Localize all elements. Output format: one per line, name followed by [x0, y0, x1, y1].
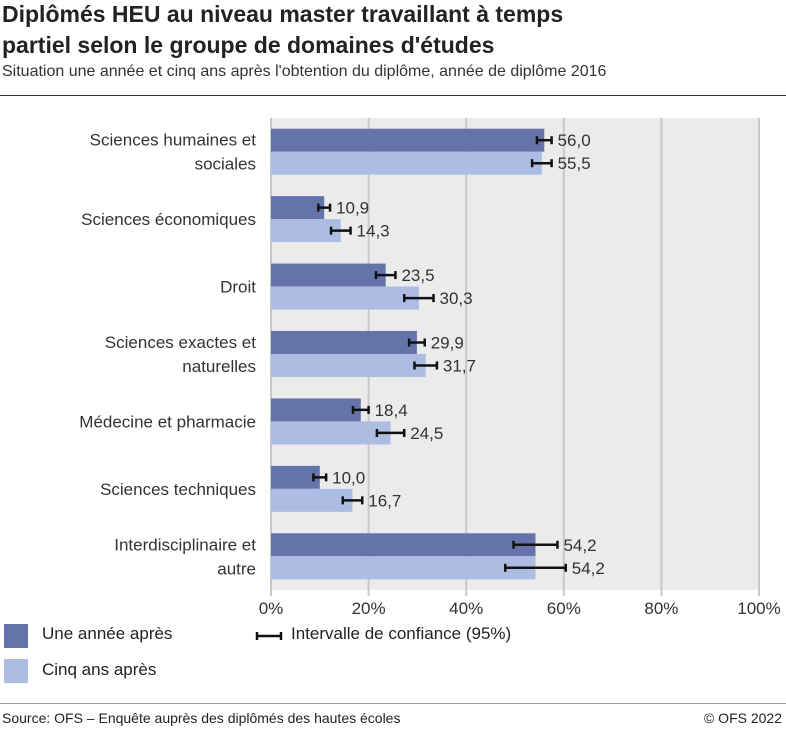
bar-chart: 0% 20% 40% 60% 80% 100% Sciences humaines et so… — [4, 118, 781, 683]
bar — [271, 354, 426, 377]
category-label: Sciences humaines et — [90, 131, 257, 150]
value-label: 10,0 — [332, 468, 365, 487]
x-tick-label: 100% — [737, 599, 780, 618]
bar — [271, 286, 419, 310]
legend-swatch-one-year — [4, 624, 28, 648]
bar — [271, 219, 341, 243]
bar — [271, 465, 320, 489]
value-label: 30,3 — [440, 289, 473, 308]
chart-title-line1: Diplômés HEU au niveau master travaillan… — [2, 1, 564, 27]
category-label: Sciences exactes et — [105, 333, 256, 352]
category-label: Interdisciplinaire et — [114, 535, 256, 554]
legend-label-five-years: Cinq ans après — [42, 660, 157, 679]
bottom-rule — [0, 703, 786, 704]
bar — [271, 556, 536, 580]
bar — [271, 151, 542, 175]
value-label: 10,9 — [336, 199, 369, 218]
value-label: 54,2 — [563, 536, 596, 555]
value-label: 23,5 — [401, 266, 434, 285]
bar — [271, 488, 353, 512]
bar — [271, 196, 325, 220]
x-tick-label: 0% — [259, 599, 284, 618]
x-tick-label: 40% — [449, 599, 483, 618]
bar — [271, 421, 391, 445]
x-tick-label: 60% — [547, 599, 581, 618]
category-label: Sciences économiques — [81, 210, 256, 229]
value-label: 56,0 — [558, 131, 591, 150]
value-label: 18,4 — [375, 401, 408, 420]
category-label: sociales — [195, 155, 256, 174]
bar — [271, 398, 361, 422]
legend-swatch-five-years — [4, 659, 28, 683]
legend-label-one-year: Une année après — [42, 624, 173, 643]
value-label: 55,5 — [558, 154, 591, 173]
bar — [271, 263, 386, 287]
value-label: 24,5 — [410, 424, 443, 443]
category-label: autre — [217, 559, 256, 578]
value-label: 54,2 — [572, 559, 605, 578]
bar — [271, 533, 536, 557]
x-tick-label: 80% — [644, 599, 678, 618]
value-label: 14,3 — [357, 222, 390, 241]
x-tick-label: 20% — [352, 599, 386, 618]
chart-subtitle: Situation une année et cinq ans après l'… — [2, 63, 607, 80]
category-label: Sciences techniques — [100, 480, 256, 499]
category-label: naturelles — [182, 357, 256, 376]
top-rule — [0, 95, 786, 96]
category-label: Droit — [220, 278, 256, 297]
bar — [271, 128, 545, 152]
source-note: Source: OFS – Enquête auprès des diplômé… — [2, 710, 401, 726]
value-label: 16,7 — [368, 491, 401, 510]
category-label: Médecine et pharmacie — [79, 412, 256, 431]
chart-title-line2: partiel selon le groupe de domaines d'ét… — [2, 32, 495, 58]
bar — [271, 331, 417, 354]
value-label: 29,9 — [431, 334, 464, 353]
copyright: © OFS 2022 — [703, 710, 782, 726]
value-label: 31,7 — [443, 357, 476, 376]
legend-label-ci: Intervalle de confiance (95%) — [291, 624, 512, 643]
